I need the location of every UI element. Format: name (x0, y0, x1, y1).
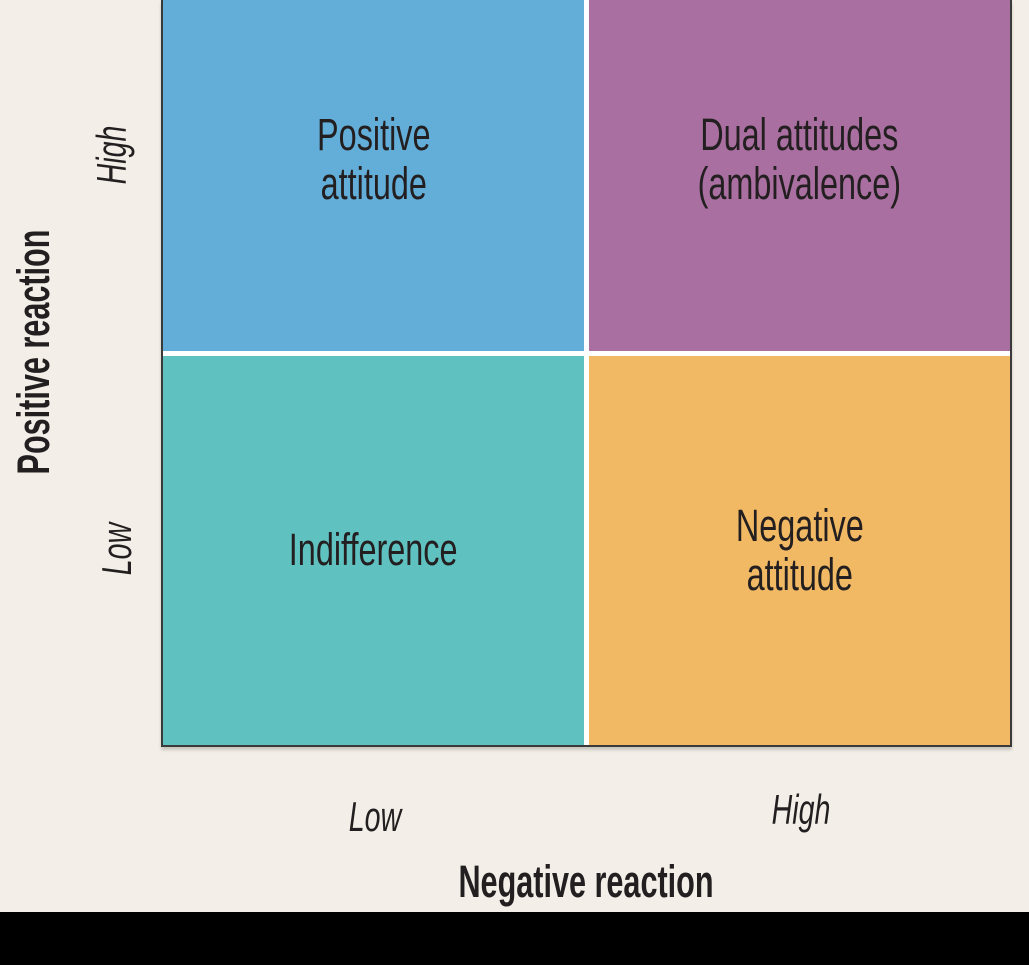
quadrant-label-line: Dual attitudes (700, 108, 899, 160)
quadrant-positive-attitude: Positive attitude (163, 0, 584, 351)
x-axis-tick-low: Low (348, 793, 402, 840)
quadrant-label-line: (ambivalence) (697, 157, 902, 209)
quadrant-dual-attitudes-label: Dual attitudes (ambivalence) (697, 108, 902, 209)
quadrant-label-line: attitude (746, 548, 853, 600)
quadrant-positive-attitude-label: Positive attitude (316, 108, 431, 209)
quadrant-negative-attitude: Negative attitude (589, 356, 1010, 745)
y-axis-title: Positive reaction (8, 229, 59, 475)
bottom-black-bar (0, 912, 1029, 965)
quadrant-indifference-label: Indifference (289, 526, 458, 575)
quadrant-indifference: Indifference (163, 356, 584, 745)
quadrant-negative-attitude-label: Negative attitude (735, 499, 864, 600)
x-axis-tick-high: High (771, 786, 831, 833)
quadrant-grid: Positive attitude Dual attitudes (ambiva… (161, 0, 1012, 747)
quadrant-dual-attitudes: Dual attitudes (ambivalence) (589, 0, 1010, 351)
quadrant-label-line: Indifference (289, 524, 458, 576)
quadrant-label-line: attitude (320, 157, 427, 209)
y-axis-tick-high: High (88, 125, 135, 185)
quadrant-label-line: Negative (735, 499, 864, 551)
quadrant-label-line: Positive (316, 108, 431, 160)
x-axis-title: Negative reaction (458, 856, 714, 907)
y-axis-tick-low: Low (93, 522, 140, 576)
